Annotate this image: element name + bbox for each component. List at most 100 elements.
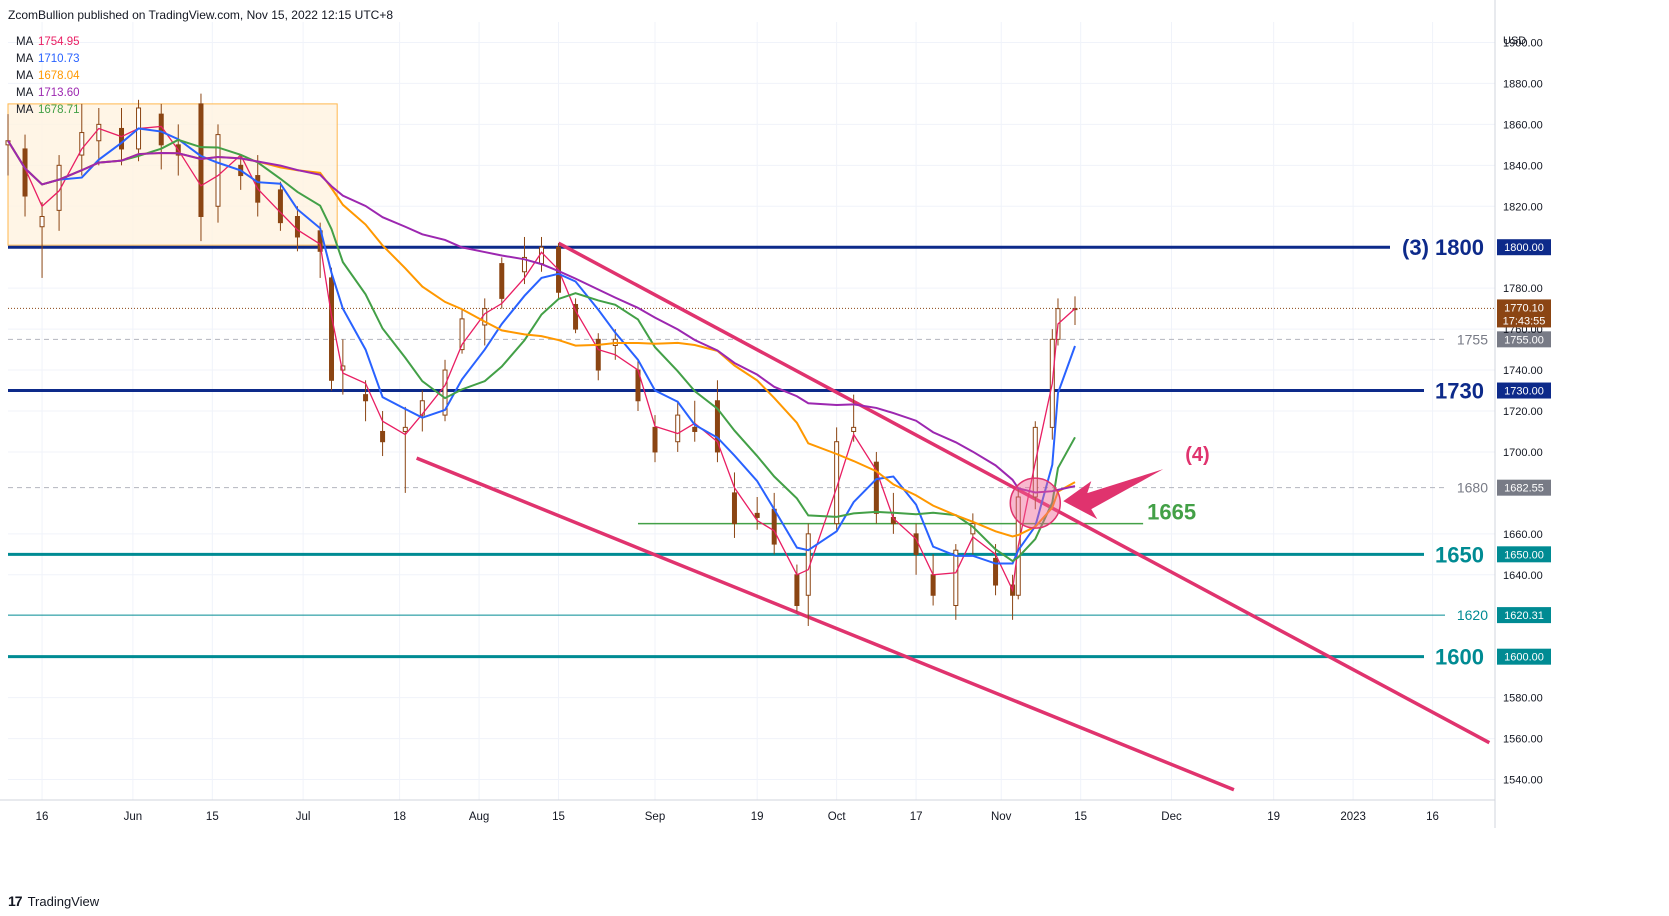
price-tag bbox=[1497, 239, 1551, 256]
candle-body bbox=[794, 574, 800, 607]
candle bbox=[442, 359, 448, 422]
x-tick-label: Sep bbox=[645, 811, 665, 823]
candle bbox=[459, 308, 465, 354]
y-tick-label: 1720.00 bbox=[1503, 406, 1543, 418]
level-label: (3) 1800 bbox=[1402, 235, 1484, 260]
level-label: 1650 bbox=[1435, 542, 1484, 567]
level-label: 1620 bbox=[1457, 607, 1488, 623]
y-tick-label: 1740.00 bbox=[1503, 365, 1543, 377]
candle-body bbox=[96, 123, 102, 142]
candle-body bbox=[459, 318, 465, 351]
x-tick-label: Jun bbox=[124, 811, 143, 823]
candle bbox=[771, 492, 777, 555]
candle bbox=[692, 400, 698, 442]
ma-legend-row: MA 1710.73 bbox=[16, 51, 80, 68]
x-tick-label: 15 bbox=[206, 811, 219, 823]
y-tick-label: 1560.00 bbox=[1503, 734, 1543, 746]
price-tag-text: 1682.55 bbox=[1504, 483, 1544, 495]
candle bbox=[930, 554, 936, 606]
candle-body bbox=[119, 127, 125, 150]
price-tag-text: 1620.31 bbox=[1504, 610, 1544, 622]
candle-body bbox=[442, 369, 448, 416]
x-tick-label: Jul bbox=[296, 811, 311, 823]
candle-body bbox=[771, 508, 777, 545]
price-tag-text: 1650.00 bbox=[1504, 549, 1544, 561]
candle-body bbox=[993, 557, 999, 586]
y-tick-label: 1660.00 bbox=[1503, 529, 1543, 541]
ma-label: MA bbox=[16, 87, 34, 99]
moving-average-line bbox=[7, 138, 1076, 563]
candle-body bbox=[198, 103, 204, 217]
ma-label: MA bbox=[16, 104, 34, 116]
candle-body bbox=[595, 338, 601, 371]
candle-body bbox=[329, 277, 335, 381]
candle bbox=[499, 257, 505, 309]
candle-body bbox=[277, 189, 283, 224]
candle-body bbox=[39, 216, 45, 228]
candle-body bbox=[754, 512, 760, 518]
candle bbox=[993, 544, 999, 596]
countdown-text: 17:43:55 bbox=[1503, 315, 1546, 327]
candle-body bbox=[573, 304, 579, 330]
candle-body bbox=[158, 113, 164, 146]
x-tick-label: Nov bbox=[991, 811, 1012, 823]
currency-label: USD bbox=[1503, 35, 1526, 47]
candle bbox=[652, 415, 658, 463]
ma-value: 1710.73 bbox=[38, 53, 80, 65]
ma-value: 1678.04 bbox=[38, 70, 80, 82]
breakout-circle bbox=[1009, 477, 1062, 529]
candles bbox=[5, 93, 1078, 626]
x-tick-label: 16 bbox=[1426, 811, 1439, 823]
price-tag-text: 1800.00 bbox=[1504, 242, 1544, 254]
price-tag bbox=[1497, 607, 1551, 624]
x-tick-label: 15 bbox=[552, 811, 565, 823]
price-tag-text: 1600.00 bbox=[1504, 652, 1544, 664]
moving-average-line bbox=[7, 140, 1076, 494]
candle-body bbox=[521, 256, 527, 273]
candle bbox=[294, 206, 300, 252]
candle-body bbox=[731, 492, 737, 525]
ma-label: MA bbox=[16, 36, 34, 48]
x-tick-label: Oct bbox=[828, 811, 847, 823]
candle bbox=[573, 298, 579, 334]
last-price-tag bbox=[1497, 299, 1551, 328]
candle-body bbox=[215, 134, 221, 207]
price-channel bbox=[415, 241, 1491, 792]
ma-value: 1754.95 bbox=[38, 36, 80, 48]
channel-line bbox=[557, 241, 1491, 745]
x-tick-label: 18 bbox=[393, 811, 406, 823]
candle-body bbox=[714, 400, 720, 453]
y-tick-label: 1880.00 bbox=[1503, 78, 1543, 90]
candle bbox=[595, 333, 601, 381]
last-price-text: 1770.10 bbox=[1504, 302, 1544, 314]
candle bbox=[215, 124, 221, 223]
pointer-arrow bbox=[1063, 469, 1164, 520]
brand-name: TradingView bbox=[27, 893, 100, 909]
x-tick-label: 16 bbox=[36, 811, 49, 823]
price-tag-text: 1755.00 bbox=[1504, 334, 1544, 346]
candle bbox=[834, 427, 840, 530]
x-tick-label: 19 bbox=[1267, 811, 1280, 823]
ma-legend-row: MA 1678.71 bbox=[16, 102, 80, 119]
ma-legend-row: MA 1754.95 bbox=[16, 34, 80, 51]
candle-body bbox=[930, 574, 936, 596]
candle-body bbox=[652, 426, 658, 453]
y-tick-label: 1840.00 bbox=[1503, 160, 1543, 172]
candle-body bbox=[851, 426, 857, 432]
candle bbox=[277, 181, 283, 231]
annotation-4-label: (4) bbox=[1185, 444, 1209, 466]
price-tag bbox=[1497, 331, 1551, 348]
ma-legend: MA 1754.95 MA 1710.73 MA 1678.04 MA 1713.60 … bbox=[16, 34, 80, 119]
candle-body bbox=[402, 426, 408, 432]
ma-label: MA bbox=[16, 70, 34, 82]
ma-value: 1713.60 bbox=[38, 87, 80, 99]
price-tag-text: 1730.00 bbox=[1504, 386, 1544, 398]
y-tick-label: 1580.00 bbox=[1503, 693, 1543, 705]
moving-averages bbox=[7, 125, 1076, 593]
candle bbox=[635, 359, 641, 411]
moving-average-line bbox=[7, 125, 1076, 593]
candle-body bbox=[380, 430, 386, 443]
y-tick-label: 1900.00 bbox=[1503, 37, 1543, 49]
